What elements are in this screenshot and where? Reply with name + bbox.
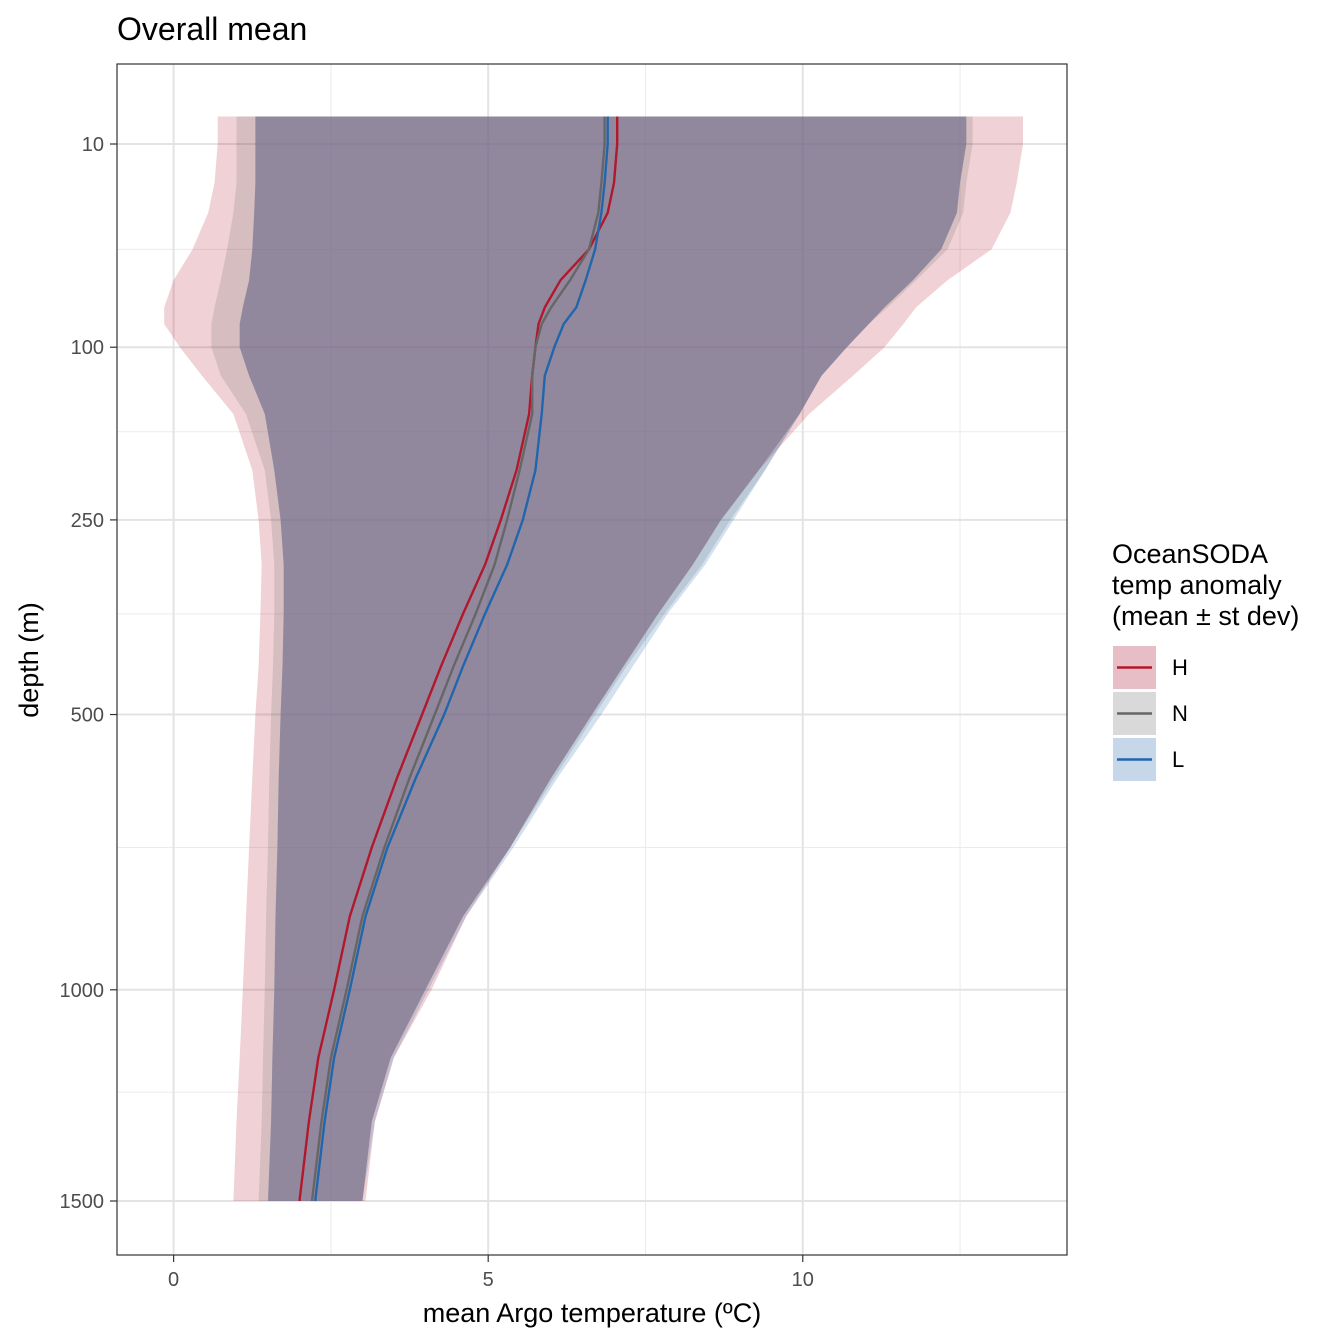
x-tick-label: 5 [483,1269,494,1291]
legend: OceanSODA temp anomaly (mean ± st dev) H… [1112,539,1299,781]
ribbons [164,116,1023,1201]
legend-label-L: L [1172,747,1184,772]
y-tick-label: 500 [71,705,104,727]
mean-lines [298,116,619,1202]
legend-title-line-3: (mean ± st dev) [1112,601,1299,631]
x-tick-label: 10 [792,1269,814,1291]
y-axis: 10 100 250 500 1000 1500 [60,134,117,1213]
legend-label-N: N [1172,701,1188,726]
chart-title: Overall mean [117,11,307,47]
x-axis: 0 5 10 [168,1255,814,1291]
mean-line-N [310,116,606,1202]
mean-line-H [298,116,619,1202]
y-tick-label: 100 [71,337,104,359]
y-axis-title: depth (m) [14,602,44,718]
legend-title-line-2: temp anomaly [1112,570,1282,600]
y-tick-label: 1500 [60,1191,105,1213]
y-tick-label: 10 [82,134,104,156]
mean-line-L [314,116,609,1202]
legend-keys: HNL [1113,646,1188,781]
x-axis-title: mean Argo temperature (ºC) [423,1298,762,1328]
legend-title-line-1: OceanSODA [1112,539,1268,569]
ribbon-overlap [239,116,967,1201]
legend-label-H: H [1172,655,1188,680]
y-tick-label: 1000 [60,980,105,1002]
plot-border [116,63,1068,1256]
x-tick-label: 0 [168,1269,179,1291]
y-tick-label: 250 [71,510,104,532]
